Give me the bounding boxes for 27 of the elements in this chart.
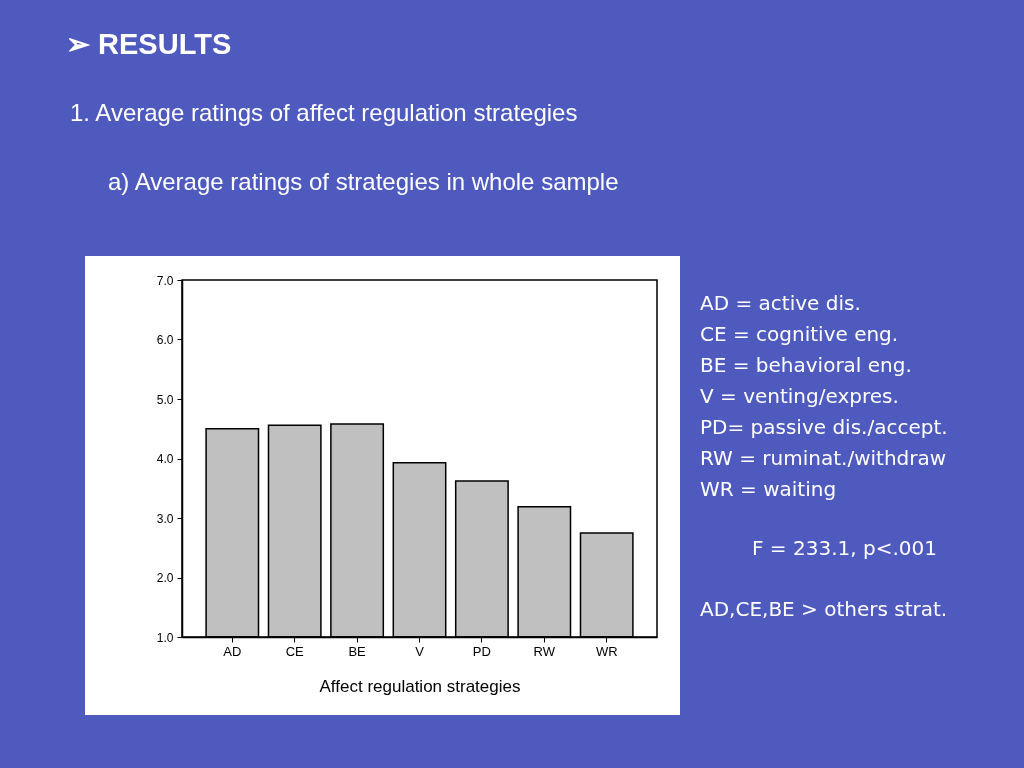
- y-tick-label: 1.0: [156, 630, 174, 645]
- text: AD = active dis.: [700, 291, 861, 315]
- y-tick-label: 4.0: [156, 452, 174, 466]
- text: BE = behavioral eng.: [700, 353, 912, 377]
- text: RW = ruminat./withdraw: [700, 446, 947, 470]
- text: V = venting/expres.: [700, 384, 899, 408]
- x-tick-label: PD: [472, 643, 491, 659]
- y-tick-label: 2.0: [156, 571, 174, 585]
- y-tick-label: 6.0: [156, 333, 174, 347]
- y-tick-label: 3.0: [156, 511, 174, 526]
- text: WR = waiting: [700, 477, 837, 501]
- chart-subtitle: 1. Average ratings of affect regulation strategies: [70, 99, 578, 126]
- y-tick-label: 5.0: [156, 392, 174, 407]
- x-tick-label: BE: [348, 643, 367, 659]
- x-axis-title: Affect regulation strategies: [319, 676, 521, 696]
- text: F = 233.1, p<.001: [752, 536, 937, 560]
- x-tick-label: V: [415, 643, 425, 659]
- text: PD= passive dis./accept.: [700, 415, 948, 439]
- x-tick-label: WR: [595, 643, 618, 659]
- x-tick-label: AD: [223, 643, 242, 659]
- text: CE = cognitive eng.: [700, 322, 899, 346]
- chart-title: ➢ RESULTS: [66, 28, 232, 60]
- text: a) Average ratings of strategies in whole sample: [108, 168, 619, 195]
- y-tick-label: 7.0: [156, 273, 174, 288]
- text: AD,CE,BE > others strat.: [700, 597, 948, 621]
- x-tick-label: CE: [285, 643, 305, 659]
- x-tick-label: RW: [533, 643, 556, 659]
